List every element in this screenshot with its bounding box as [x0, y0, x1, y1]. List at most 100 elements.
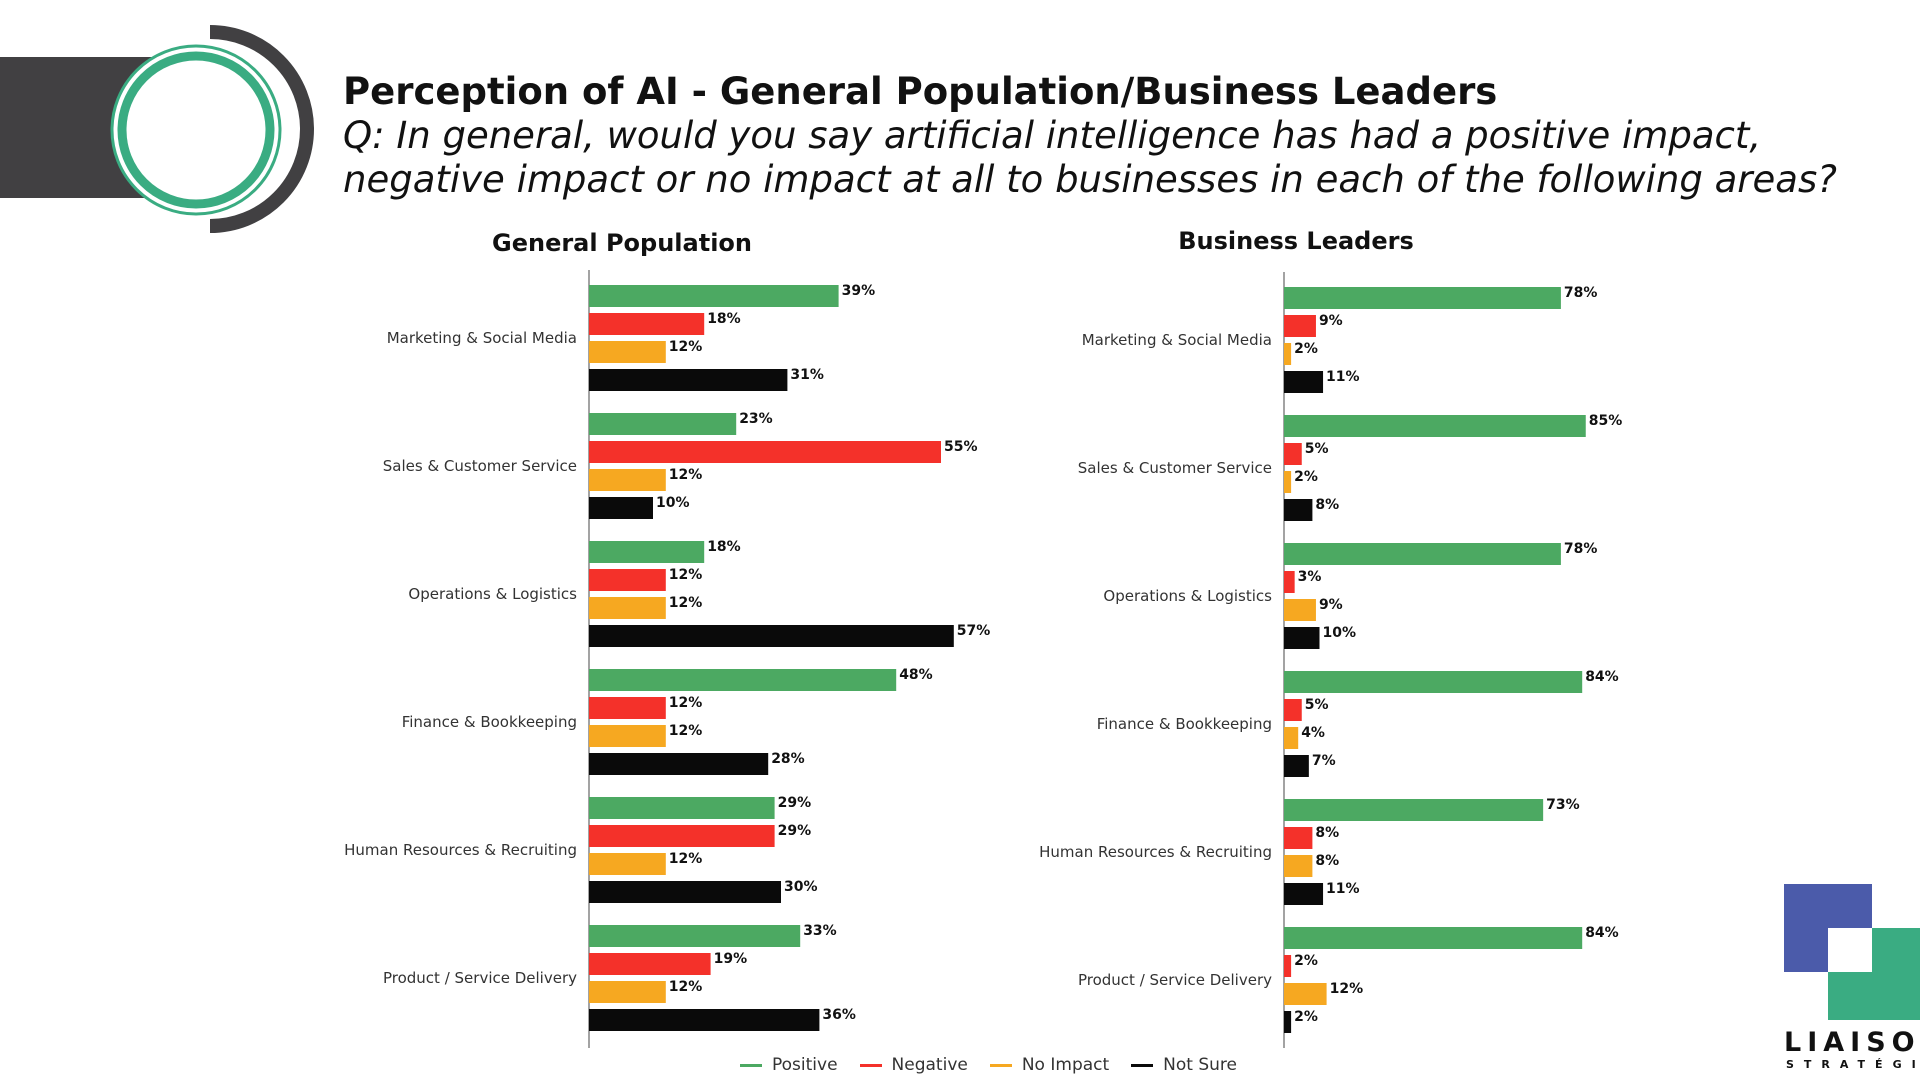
business-leaders-value-label: 2% — [1294, 953, 1318, 969]
general-population-value-label: 12% — [669, 595, 703, 611]
legend-item-negative: Negative — [859, 1055, 968, 1075]
general-population-value-label: 12% — [669, 339, 703, 355]
business-leaders-value-label: 2% — [1294, 469, 1318, 485]
page-title: Perception of AI - General Population/Bu… — [343, 70, 1498, 113]
general-population-bar-positive — [589, 541, 705, 563]
chart-legend: Positive Negative No Impact Not Sure — [740, 1055, 1237, 1075]
business-leaders-value-label: 8% — [1315, 853, 1339, 869]
legend-label: Not Sure — [1163, 1055, 1237, 1075]
business-leaders-bar-not-sure — [1284, 499, 1313, 521]
business-leaders-category-label: Finance & Bookkeeping — [1097, 715, 1272, 733]
business-leaders-value-label: 11% — [1326, 369, 1360, 385]
general-population-bar-not-sure — [589, 369, 788, 391]
legend-swatch-positive — [740, 1063, 762, 1067]
business-leaders-bar-negative — [1284, 699, 1302, 721]
business-leaders-bar-no-impact — [1284, 855, 1313, 877]
business-leaders-value-label: 78% — [1564, 541, 1598, 557]
business-leaders-value-label: 3% — [1298, 569, 1322, 585]
general-population-value-label: 12% — [669, 851, 703, 867]
general-population-bar-not-sure — [589, 753, 769, 775]
business-leaders-bar-negative — [1284, 571, 1295, 593]
business-leaders-bar-positive — [1284, 927, 1583, 949]
general-population-bar-no-impact — [589, 981, 666, 1003]
general-population-value-label: 12% — [669, 467, 703, 483]
business-leaders-value-label: 2% — [1294, 341, 1318, 357]
general-population-value-label: 12% — [669, 695, 703, 711]
business-leaders-bar-positive — [1284, 543, 1561, 565]
business-leaders-value-label: 10% — [1323, 625, 1357, 641]
business-leaders-category-label: Operations & Logistics — [1103, 587, 1272, 605]
general-population-value-label: 31% — [790, 367, 824, 383]
legend-swatch-not-sure — [1131, 1063, 1154, 1067]
business-leaders-value-label: 84% — [1585, 925, 1619, 941]
general-population-category-label: Human Resources & Recruiting — [344, 841, 577, 859]
general-population-bar-not-sure — [589, 1009, 820, 1031]
business-leaders-value-label: 8% — [1315, 497, 1339, 513]
business-leaders-category-label: Human Resources & Recruiting — [1039, 843, 1272, 861]
general-population-bar-not-sure — [589, 497, 653, 519]
business-leaders-value-label: 9% — [1319, 597, 1343, 613]
legend-label: Positive — [772, 1055, 838, 1075]
general-population-value-label: 33% — [803, 923, 837, 939]
business-leaders-bar-positive — [1284, 415, 1586, 437]
general-population-bar-not-sure — [589, 881, 781, 903]
legend-swatch-negative — [859, 1063, 882, 1067]
business-leaders-bar-negative — [1284, 315, 1316, 337]
general-population-category-label: Sales & Customer Service — [383, 457, 577, 475]
general-population-bar-no-impact — [589, 597, 666, 619]
legend-swatch-no-impact — [989, 1063, 1012, 1067]
business-leaders-category-label: Sales & Customer Service — [1078, 459, 1272, 477]
business-leaders-value-label: 85% — [1589, 413, 1623, 429]
general-population-bar-no-impact — [589, 469, 666, 491]
general-population-bar-positive — [589, 669, 897, 691]
general-population-bar-negative — [589, 825, 775, 847]
general-population-bar-negative — [589, 697, 666, 719]
legend-label: No Impact — [1021, 1055, 1110, 1075]
general-population-value-label: 57% — [957, 623, 991, 639]
business-leaders-value-label: 12% — [1330, 981, 1364, 997]
general-population-value-label: 29% — [778, 823, 812, 839]
general-population-bar-negative — [589, 953, 711, 975]
general-population-category-label: Marketing & Social Media — [387, 329, 577, 347]
logo-subtitle: STRATÉGIES — [1786, 1058, 1920, 1071]
general-population-value-label: 12% — [669, 979, 703, 995]
business-leaders-bar-no-impact — [1284, 343, 1292, 365]
business-leaders-value-label: 84% — [1585, 669, 1619, 685]
business-leaders-value-label: 2% — [1294, 1009, 1318, 1025]
business-leaders-category-label: Marketing & Social Media — [1082, 331, 1272, 349]
general-population-bar-positive — [589, 797, 775, 819]
general-population-value-label: 23% — [739, 411, 773, 427]
business-leaders-value-label: 7% — [1312, 753, 1336, 769]
business-leaders-bar-not-sure — [1284, 627, 1320, 649]
general-population-bar-no-impact — [589, 853, 666, 875]
general-population-bar-no-impact — [589, 341, 666, 363]
general-population-value-label: 30% — [784, 879, 818, 895]
business-leaders-bar-not-sure — [1284, 883, 1324, 905]
business-leaders-bar-positive — [1284, 799, 1544, 821]
legend-item-positive: Positive — [740, 1055, 838, 1075]
business-leaders-value-label: 8% — [1315, 825, 1339, 841]
general-population-bar-no-impact — [589, 725, 666, 747]
chart-title-business-leaders: Business Leaders — [1178, 227, 1414, 255]
general-population-value-label: 55% — [944, 439, 978, 455]
business-leaders-bar-no-impact — [1284, 599, 1316, 621]
general-population-category-label: Product / Service Delivery — [383, 969, 577, 987]
business-leaders-bar-not-sure — [1284, 755, 1309, 777]
general-population-category-label: Finance & Bookkeeping — [402, 713, 577, 731]
business-leaders-bar-negative — [1284, 827, 1313, 849]
legend-label: Negative — [891, 1055, 968, 1075]
business-leaders-bar-not-sure — [1284, 1011, 1292, 1033]
general-population-bar-negative — [589, 313, 705, 335]
general-population-value-label: 29% — [778, 795, 812, 811]
general-population-value-label: 19% — [714, 951, 748, 967]
business-leaders-value-label: 11% — [1326, 881, 1360, 897]
general-population-bar-positive — [589, 925, 801, 947]
general-population-bar-positive — [589, 285, 839, 307]
general-population-value-label: 18% — [707, 539, 741, 555]
chart-title-general-population: General Population — [492, 229, 752, 257]
business-leaders-value-label: 5% — [1305, 441, 1329, 457]
survey-question: Q: In general, would you say artificial … — [343, 114, 1837, 201]
general-population-value-label: 18% — [707, 311, 741, 327]
general-population-value-label: 12% — [669, 723, 703, 739]
